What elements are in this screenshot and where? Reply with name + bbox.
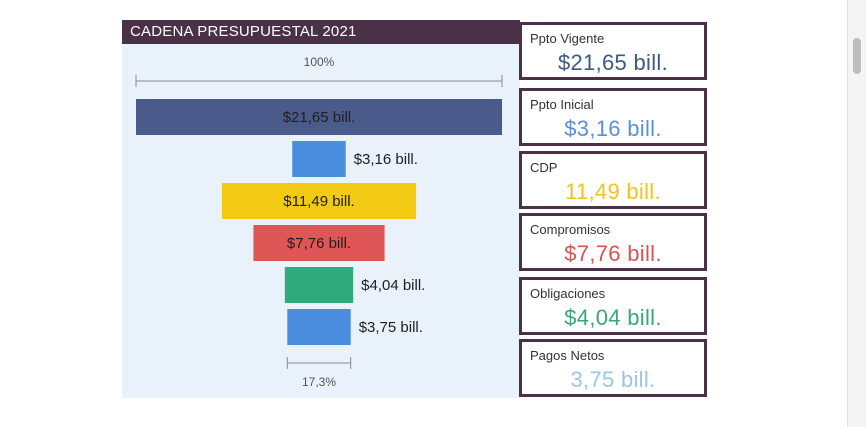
card-ppto-vigente[interactable]: Ppto Vigente $21,65 bill. — [519, 22, 707, 80]
funnel-data-label: $7,76 bill. — [287, 235, 351, 252]
bottom-percent-label: 17,3% — [302, 375, 336, 389]
funnel-data-label: $3,16 bill. — [354, 151, 418, 168]
card-label: Compromisos — [530, 222, 611, 237]
card-obligaciones[interactable]: Obligaciones $4,04 bill. — [519, 277, 707, 335]
funnel-panel: 100% $21,65 bill. $3,16 bill. $11,49 bill. $… — [122, 20, 520, 398]
top-percent-label: 100% — [304, 55, 335, 69]
card-pagos-netos[interactable]: Pagos Netos 3,75 bill. — [519, 339, 707, 397]
funnel-bar-cdp — [221, 183, 417, 219]
vertical-scrollbar[interactable] — [847, 0, 866, 427]
card-label: Obligaciones — [530, 286, 606, 301]
funnel-bar-ppto-vigente — [136, 99, 502, 135]
funnel-data-label: $3,75 bill. — [359, 319, 423, 336]
funnel-chart: 100% $21,65 bill. $3,16 bill. $11,49 bill. $… — [135, 55, 503, 389]
funnel-bar-ppto-inicial — [292, 141, 346, 177]
card-value: $7,76 bill. — [564, 241, 662, 266]
card-label: Ppto Vigente — [530, 31, 605, 46]
chart-title: CADENA PRESUPUESTAL 2021 — [122, 20, 520, 44]
funnel-bar-obligaciones — [284, 267, 354, 303]
funnel-data-label: $4,04 bill. — [361, 277, 425, 294]
card-value: 3,75 bill. — [570, 367, 656, 392]
card-label: CDP — [530, 160, 558, 175]
funnel-data-label: $21,65 bill. — [283, 109, 356, 126]
card-value: $3,16 bill. — [564, 116, 662, 141]
funnel-bar-pagos-netos — [287, 309, 351, 345]
card-compromisos[interactable]: Compromisos $7,76 bill. — [519, 213, 707, 271]
card-cdp[interactable]: CDP 11,49 bill. — [519, 151, 707, 209]
card-value: 11,49 bill. — [565, 179, 661, 204]
card-value: $4,04 bill. — [564, 305, 662, 330]
card-label: Ppto Inicial — [530, 97, 594, 112]
card-label: Pagos Netos — [530, 348, 605, 363]
scrollbar-thumb[interactable] — [853, 38, 861, 74]
card-ppto-inicial[interactable]: Ppto Inicial $3,16 bill. — [519, 88, 707, 146]
funnel-bar-compromisos — [253, 225, 385, 261]
funnel-data-label: $11,49 bill. — [283, 193, 354, 210]
card-value: $21,65 bill. — [557, 50, 668, 75]
